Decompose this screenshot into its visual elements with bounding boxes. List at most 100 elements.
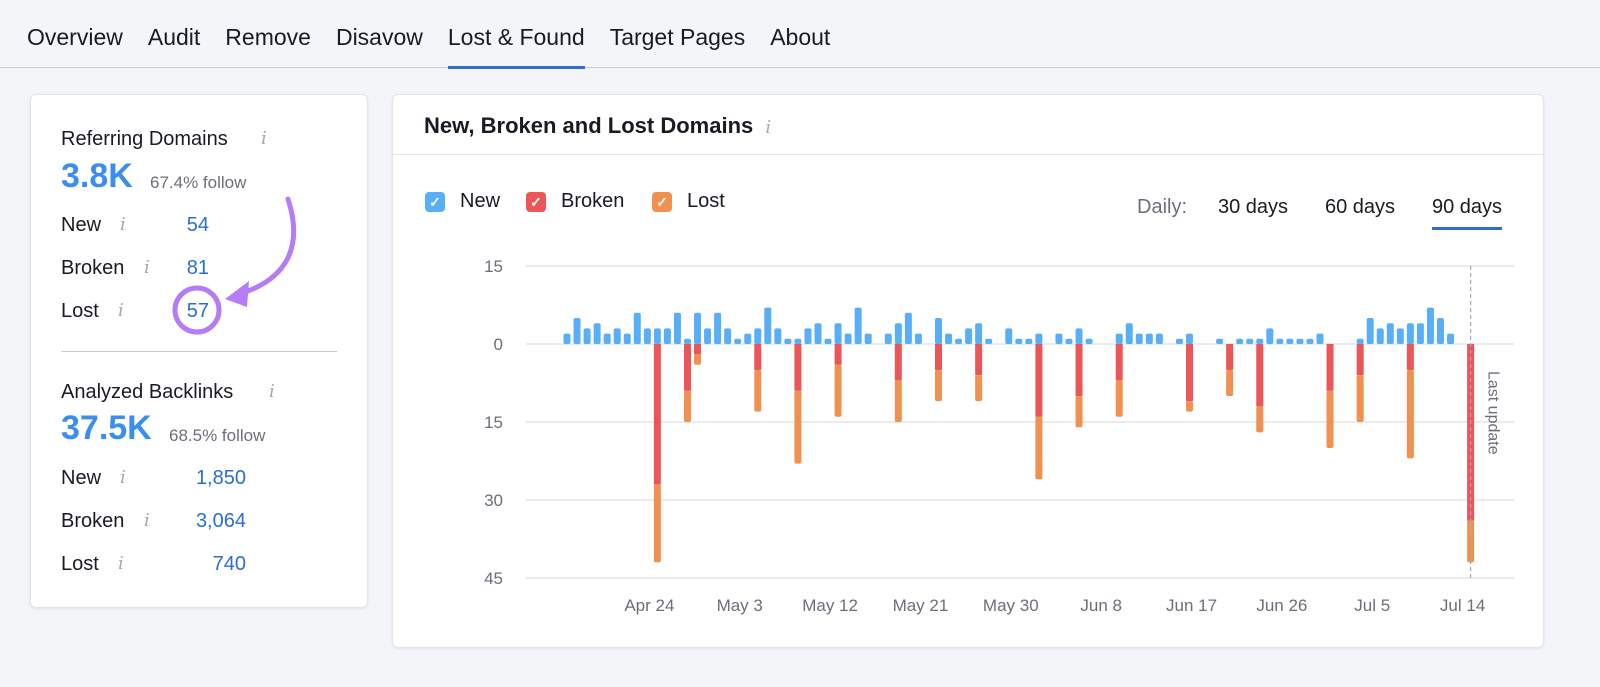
- bar-new: [643, 328, 651, 344]
- x-tick-label: May 12: [802, 596, 858, 615]
- x-tick-label: May 21: [893, 596, 949, 615]
- tab-remove[interactable]: Remove: [225, 24, 311, 50]
- bar-broken: [1356, 344, 1364, 376]
- bar-lost: [894, 380, 902, 422]
- tab-target-pages[interactable]: Target Pages: [609, 24, 746, 50]
- bl-broken-value[interactable]: 3,064: [195, 510, 246, 532]
- bar-new: [583, 328, 591, 344]
- bar-new: [623, 333, 631, 344]
- info-icon[interactable]: i: [765, 117, 772, 138]
- legend-lost-checkbox[interactable]: ✓: [652, 192, 672, 212]
- tab-audit[interactable]: Audit: [147, 24, 201, 50]
- tab-overview[interactable]: Overview: [27, 24, 123, 50]
- bl-broken-label: Broken: [61, 510, 125, 532]
- bar-new: [864, 333, 872, 344]
- bar-broken: [653, 344, 661, 485]
- info-icon[interactable]: i: [118, 553, 124, 574]
- bar-new: [633, 312, 641, 344]
- legend-new-label: New: [460, 190, 501, 212]
- y-tick-label: 0: [494, 335, 503, 354]
- bar-new: [814, 323, 822, 344]
- rd-broken-value[interactable]: 81: [186, 257, 209, 279]
- tab-disavow[interactable]: Disavow: [335, 24, 423, 50]
- legend-new-checkbox[interactable]: ✓: [425, 192, 445, 212]
- divider: [393, 154, 1543, 155]
- info-icon[interactable]: i: [120, 467, 126, 488]
- bar-new: [794, 338, 802, 344]
- backlinks-follow: 68.5% follow: [169, 426, 266, 445]
- bar-broken: [934, 344, 942, 370]
- bar-lost: [1406, 370, 1414, 459]
- bar-broken: [1256, 344, 1264, 407]
- bar-new: [904, 312, 912, 344]
- bl-new-value[interactable]: 1,850: [195, 467, 246, 489]
- info-icon[interactable]: i: [144, 510, 150, 531]
- bar-new: [724, 328, 732, 344]
- bar-new: [754, 328, 762, 344]
- bar-new: [1145, 333, 1153, 344]
- x-tick-label: May 3: [717, 596, 763, 615]
- rd-broken-label: Broken: [61, 257, 125, 279]
- range-30-days[interactable]: 30 days: [1218, 196, 1289, 218]
- bar-new: [834, 323, 842, 344]
- bar-broken: [1406, 344, 1414, 370]
- bar-new: [1356, 338, 1364, 344]
- bl-lost-value[interactable]: 740: [212, 553, 246, 575]
- bar-new: [1276, 338, 1284, 344]
- bar-new: [673, 312, 681, 344]
- tab-about[interactable]: About: [770, 24, 831, 50]
- bar-new: [1085, 338, 1093, 344]
- x-tick-label: Jul 14: [1440, 596, 1485, 615]
- bar-new: [1436, 318, 1444, 344]
- bar-broken: [834, 344, 842, 365]
- legend-lost-label: Lost: [687, 190, 725, 212]
- bar-new: [1035, 333, 1043, 344]
- bar-broken: [1185, 344, 1193, 402]
- range-60-days[interactable]: 60 days: [1325, 196, 1396, 218]
- bar-new: [1115, 333, 1123, 344]
- rd-lost-value[interactable]: 57: [186, 300, 209, 322]
- bar-new: [774, 328, 782, 344]
- bar-new: [1015, 338, 1023, 344]
- y-tick-label: 30: [484, 491, 503, 510]
- y-tick-label: 45: [484, 569, 503, 588]
- bar-lost: [1075, 396, 1083, 428]
- bar-new: [1055, 333, 1063, 344]
- bar-new: [1406, 323, 1414, 344]
- bar-new: [694, 312, 702, 344]
- info-icon[interactable]: i: [120, 214, 126, 235]
- bar-lost: [653, 484, 661, 563]
- summary-card: Referring Domains i 3.8K 67.4% follow Ne…: [30, 94, 368, 608]
- bar-new: [1416, 323, 1424, 344]
- range-90-days[interactable]: 90 days: [1432, 196, 1503, 230]
- referring-domains-value: 3.8K: [61, 157, 133, 195]
- bar-new: [1296, 338, 1304, 344]
- tab-lost-found[interactable]: Lost & Found: [447, 0, 585, 69]
- bl-new-label: New: [61, 467, 102, 489]
- bar-new: [1135, 333, 1143, 344]
- info-icon[interactable]: i: [118, 300, 124, 321]
- bar-broken: [694, 344, 702, 355]
- rd-new-value[interactable]: 54: [186, 214, 209, 236]
- info-icon[interactable]: i: [261, 128, 267, 149]
- bl-lost-label: Lost: [61, 553, 99, 575]
- legend-broken-checkbox[interactable]: ✓: [526, 192, 546, 212]
- backlinks-value: 37.5K: [61, 409, 152, 447]
- bar-new: [744, 333, 752, 344]
- bar-new: [965, 328, 973, 344]
- bar-broken: [683, 344, 691, 391]
- bar-new: [734, 338, 742, 344]
- bar-new: [714, 312, 722, 344]
- chart-title: New, Broken and Lost Domains i: [424, 113, 771, 139]
- divider: [61, 351, 337, 352]
- info-icon[interactable]: i: [269, 381, 275, 402]
- rd-new-label: New: [61, 214, 102, 236]
- info-icon[interactable]: i: [144, 257, 150, 278]
- bar-new: [1286, 338, 1294, 344]
- bar-broken: [794, 344, 802, 391]
- bar-broken: [1075, 344, 1083, 396]
- bar-chart: 15 0 15 30 45 Apr 24 May 3 May 12 May 21 May 30 Ju…: [484, 257, 1514, 615]
- backlinks-label: Analyzed Backlinks: [61, 381, 234, 403]
- bar-lost: [934, 370, 942, 402]
- bar-new: [563, 333, 571, 344]
